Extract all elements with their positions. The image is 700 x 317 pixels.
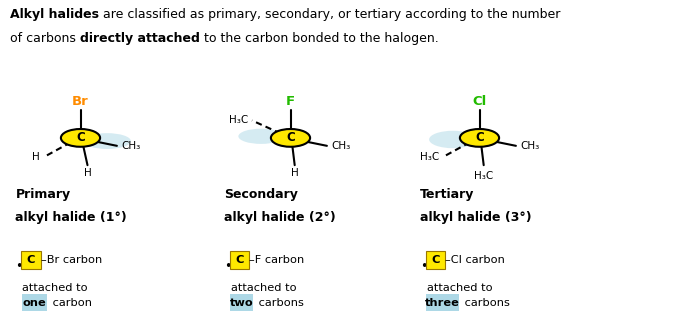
Text: C: C: [286, 131, 295, 145]
Text: attached to: attached to: [427, 283, 493, 293]
Text: alkyl halide (3°): alkyl halide (3°): [420, 211, 531, 224]
Text: C: C: [235, 255, 244, 265]
Text: C: C: [431, 255, 440, 265]
Text: •: •: [15, 260, 23, 273]
Ellipse shape: [238, 129, 284, 144]
Text: –F carbon: –F carbon: [249, 255, 304, 265]
Text: alkyl halide (2°): alkyl halide (2°): [224, 211, 336, 224]
Text: one: one: [22, 298, 46, 308]
FancyBboxPatch shape: [426, 294, 459, 311]
Text: Br: Br: [72, 95, 89, 108]
Text: Alkyl halides: Alkyl halides: [10, 8, 99, 21]
FancyBboxPatch shape: [230, 294, 253, 311]
Text: alkyl halide (1°): alkyl halide (1°): [15, 211, 127, 224]
Text: three: three: [425, 298, 460, 308]
Circle shape: [61, 129, 100, 147]
Text: H₃C: H₃C: [474, 171, 494, 181]
FancyBboxPatch shape: [22, 294, 47, 311]
Text: •: •: [420, 260, 428, 273]
Text: carbon: carbon: [49, 298, 92, 308]
Text: H₃C: H₃C: [228, 115, 248, 126]
Text: to the carbon bonded to the halogen.: to the carbon bonded to the halogen.: [199, 32, 438, 45]
Circle shape: [271, 129, 310, 147]
Text: Primary: Primary: [15, 188, 71, 201]
Text: F: F: [286, 95, 295, 108]
Text: C: C: [27, 255, 35, 265]
Text: –Br carbon: –Br carbon: [41, 255, 102, 265]
Text: CH₃: CH₃: [121, 141, 141, 151]
Text: carbons: carbons: [255, 298, 304, 308]
Text: H: H: [290, 168, 299, 178]
Text: are classified as primary, secondary, or tertiary according to the number: are classified as primary, secondary, or…: [99, 8, 560, 21]
Text: Secondary: Secondary: [224, 188, 298, 201]
FancyBboxPatch shape: [21, 251, 41, 269]
Text: H: H: [32, 152, 40, 162]
Text: attached to: attached to: [231, 283, 297, 293]
Text: directly attached: directly attached: [80, 32, 200, 45]
Text: •: •: [224, 260, 232, 273]
Text: attached to: attached to: [22, 283, 88, 293]
Ellipse shape: [429, 131, 477, 148]
Text: C: C: [76, 131, 85, 145]
Text: carbons: carbons: [461, 298, 510, 308]
Text: C: C: [475, 131, 484, 145]
Ellipse shape: [83, 133, 131, 149]
FancyBboxPatch shape: [426, 251, 445, 269]
Text: Tertiary: Tertiary: [420, 188, 475, 201]
Text: CH₃: CH₃: [331, 141, 350, 151]
Text: CH₃: CH₃: [520, 141, 540, 151]
FancyBboxPatch shape: [230, 251, 249, 269]
Text: of carbons: of carbons: [10, 32, 80, 45]
Text: –Cl carbon: –Cl carbon: [445, 255, 505, 265]
Circle shape: [460, 129, 499, 147]
Text: Cl: Cl: [473, 95, 486, 108]
Text: H₃C: H₃C: [419, 152, 439, 162]
Text: two: two: [230, 298, 253, 308]
Text: H: H: [83, 168, 92, 178]
